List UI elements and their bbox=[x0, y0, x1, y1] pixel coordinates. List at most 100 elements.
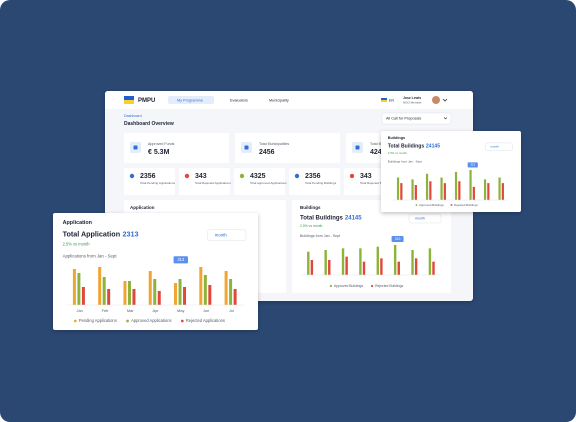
kpi-label: Total Municipalities bbox=[259, 142, 289, 146]
legend-swatch bbox=[415, 204, 418, 206]
bar bbox=[77, 273, 81, 305]
total-label: Total Buildings bbox=[388, 144, 425, 150]
avatar[interactable] bbox=[432, 96, 440, 104]
tooltip-label: 313 bbox=[470, 163, 475, 167]
dropdown[interactable] bbox=[408, 213, 442, 224]
panel-title: Buildings bbox=[300, 205, 321, 210]
panel-title: Application bbox=[63, 220, 92, 226]
bar bbox=[178, 279, 182, 305]
bar bbox=[341, 248, 345, 275]
filter[interactable] bbox=[381, 112, 452, 125]
chart-subtitle: Buildings from Jan - Sept bbox=[300, 234, 340, 238]
card bbox=[289, 168, 340, 195]
total-label: Total Buildings bbox=[300, 216, 344, 222]
legend-item: Approved Buildings bbox=[329, 284, 364, 288]
nav-item[interactable]: Municipality bbox=[269, 98, 289, 102]
bar bbox=[127, 281, 131, 305]
dropdown-label[interactable]: month bbox=[215, 232, 228, 237]
brand: PMPU bbox=[138, 98, 155, 104]
chevron bbox=[443, 117, 448, 120]
card bbox=[234, 168, 285, 195]
change: 2.5% vs month bbox=[63, 241, 90, 246]
bar bbox=[362, 261, 366, 275]
language[interactable]: EN bbox=[389, 98, 394, 102]
bar bbox=[107, 289, 111, 305]
bar bbox=[345, 256, 348, 275]
total-value: 24145 bbox=[426, 144, 440, 150]
user-name: Jose Lewis bbox=[403, 96, 421, 100]
stat-icon bbox=[184, 173, 190, 179]
stat-icon bbox=[294, 173, 300, 179]
bar bbox=[98, 267, 102, 305]
bar bbox=[102, 277, 106, 305]
card bbox=[124, 168, 175, 195]
legend-label: Approved Buildings bbox=[334, 284, 364, 288]
stat-value: 343 bbox=[195, 173, 207, 180]
card bbox=[179, 168, 230, 195]
dropdown[interactable] bbox=[485, 142, 513, 151]
panel-title: Buildings bbox=[388, 136, 405, 140]
bar bbox=[469, 170, 472, 200]
nav-item[interactable]: My Programme bbox=[177, 98, 203, 102]
bar bbox=[498, 177, 501, 200]
x-tick-label: Jun bbox=[203, 309, 209, 313]
legend-swatch bbox=[450, 204, 453, 206]
card bbox=[235, 133, 340, 163]
kpi-label: Approved Funds bbox=[148, 142, 175, 146]
dropdown[interactable] bbox=[207, 229, 247, 241]
card bbox=[124, 133, 229, 163]
tooltip-label: 313 bbox=[177, 257, 185, 262]
legend-label: Approved Buildings bbox=[419, 203, 444, 207]
dropdown-label[interactable]: month bbox=[490, 145, 499, 149]
legend-label: Rejected Buildings bbox=[375, 284, 403, 288]
bar bbox=[458, 181, 461, 200]
stat-label: Total Pending Buildings bbox=[305, 181, 337, 185]
legend-item: Rejected Buildings bbox=[370, 284, 403, 288]
kpi-icon-glyph bbox=[133, 145, 138, 150]
nav-item[interactable]: Evaluators bbox=[230, 98, 248, 102]
dropdown-label[interactable]: month bbox=[415, 216, 425, 220]
bar bbox=[397, 261, 400, 275]
stat-icon bbox=[239, 173, 245, 179]
bar bbox=[328, 260, 331, 275]
legend-label: Approved Applications bbox=[131, 318, 171, 323]
bar bbox=[428, 248, 432, 275]
bar bbox=[148, 271, 152, 305]
stat-label: Total Pending Applications bbox=[140, 181, 176, 185]
bar bbox=[203, 275, 207, 305]
bar bbox=[440, 177, 443, 200]
bar bbox=[432, 261, 435, 275]
stat-value: 2356 bbox=[305, 173, 321, 180]
chart-subtitle: Applications from Jan - Sept bbox=[63, 253, 118, 258]
bar bbox=[72, 269, 76, 305]
bar bbox=[208, 285, 212, 305]
bar bbox=[123, 281, 127, 305]
bar bbox=[174, 283, 178, 305]
filter-label[interactable]: All Call for Proposals bbox=[386, 117, 421, 121]
legend-label: Rejected Buildings bbox=[454, 203, 478, 207]
bar bbox=[157, 291, 161, 305]
stat-value: 2356 bbox=[140, 173, 156, 180]
chevron[interactable] bbox=[442, 98, 448, 102]
flag bbox=[381, 100, 387, 102]
kpi-value: 2456 bbox=[259, 149, 275, 156]
legend-item: Pending Applications bbox=[73, 318, 117, 323]
bar bbox=[414, 258, 418, 275]
tooltip-label: 313 bbox=[395, 237, 401, 241]
total-value: 2313 bbox=[123, 230, 139, 239]
kpi-value: 424 bbox=[370, 149, 382, 156]
breadcrumb[interactable]: Dashboard bbox=[124, 114, 142, 118]
legend-item: Approved Buildings bbox=[415, 203, 444, 207]
tooltip bbox=[391, 236, 404, 242]
kpi-icon-glyph bbox=[244, 145, 249, 150]
tooltip bbox=[467, 162, 478, 168]
stat-icon bbox=[349, 173, 355, 179]
nav-active[interactable] bbox=[168, 96, 214, 104]
flag bbox=[124, 96, 134, 100]
kpi-value: € 5.3M bbox=[148, 149, 170, 156]
bar bbox=[324, 250, 327, 275]
legend-label: Pending Applications bbox=[79, 318, 117, 323]
stat-label: Total approved Applications bbox=[250, 181, 287, 185]
